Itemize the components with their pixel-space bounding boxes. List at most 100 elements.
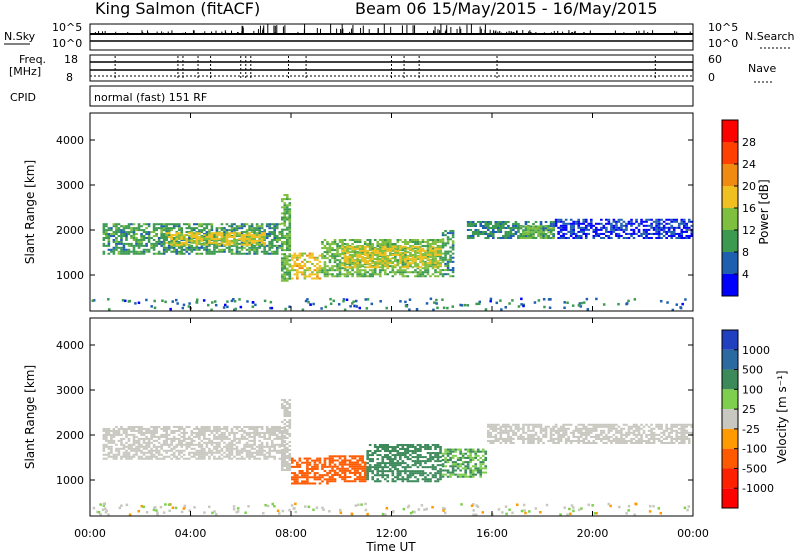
heatmap-cell	[270, 233, 274, 236]
heatmap-cell	[177, 453, 181, 456]
heatmap-cell	[436, 470, 440, 473]
heatmap-cell	[494, 427, 498, 430]
heatmap-cell	[383, 448, 387, 451]
heatmap-cell	[507, 431, 510, 434]
heatmap-cell	[434, 269, 437, 272]
heatmap-cell	[615, 220, 618, 223]
heatmap-cell	[552, 229, 555, 232]
heatmap-cell	[275, 451, 279, 454]
heatmap-cell	[406, 456, 410, 459]
heatmap-cell	[240, 457, 244, 460]
heatmap-cell	[328, 465, 332, 468]
heatmap-cell	[203, 427, 206, 430]
heatmap-cell	[502, 439, 505, 442]
heatmap-cell	[205, 243, 209, 246]
heatmap-cell	[391, 458, 395, 461]
heatmap-cell	[381, 245, 385, 248]
heatmap-cell	[396, 241, 400, 244]
heatmap-cell	[195, 231, 199, 234]
heatmap-cell	[366, 275, 369, 278]
heatmap-cell	[454, 463, 457, 466]
heatmap-cell	[167, 227, 171, 230]
heatmap-cell	[125, 242, 128, 245]
heatmap-cell	[130, 250, 133, 253]
heatmap-cell	[301, 265, 304, 268]
ground-scatter-cell	[309, 303, 312, 306]
heatmap-cell	[529, 225, 533, 228]
heatmap-cell	[549, 437, 553, 440]
heatmap-cell	[414, 241, 417, 244]
heatmap-cell	[537, 425, 540, 428]
heatmap-cell	[394, 480, 397, 483]
heatmap-cell	[564, 427, 568, 430]
heatmap-cell	[142, 250, 146, 253]
heatmap-cell	[228, 445, 231, 448]
heatmap-cell	[444, 450, 447, 453]
heatmap-cell	[243, 437, 246, 440]
heatmap-cell	[356, 247, 359, 250]
colorbar-segment	[722, 252, 738, 274]
heatmap-cell	[228, 244, 231, 247]
heatmap-cell	[150, 437, 153, 440]
heatmap-cell	[321, 269, 324, 272]
heatmap-cell	[431, 238, 435, 242]
heatmap-cell	[193, 435, 196, 438]
heatmap-cell	[464, 471, 467, 474]
heatmap-cell	[235, 229, 239, 232]
heatmap-cell	[165, 227, 168, 230]
ground-scatter-cell	[355, 305, 359, 308]
heatmap-cell	[371, 251, 374, 254]
heatmap-cell	[366, 255, 369, 259]
freq-unit: [MHz]	[9, 65, 41, 78]
heatmap-cell	[343, 243, 347, 246]
heatmap-cell	[326, 472, 329, 475]
heatmap-cell	[278, 457, 282, 460]
heatmap-cell	[426, 269, 430, 272]
heatmap-cell	[622, 220, 626, 223]
heatmap-cell	[265, 445, 269, 448]
heatmap-cell	[150, 455, 153, 458]
heatmap-cell	[378, 273, 382, 276]
heatmap-cell	[645, 232, 648, 235]
heatmap-cell	[419, 261, 422, 264]
heatmap-cell	[240, 252, 244, 255]
ground-scatter-cell	[349, 305, 352, 308]
heatmap-cell	[378, 245, 382, 248]
heatmap-cell	[137, 449, 141, 452]
heatmap-cell	[285, 196, 289, 199]
ground-scatter-cell	[563, 301, 566, 304]
heatmap-cell	[115, 433, 118, 436]
heatmap-cell	[404, 456, 407, 459]
heatmap-cell	[388, 243, 392, 246]
heatmap-cell	[285, 436, 289, 439]
heatmap-cell	[441, 256, 445, 259]
heatmap-cell	[265, 236, 269, 239]
heatmap-cell	[283, 204, 287, 207]
heatmap-cell	[486, 433, 490, 436]
heatmap-cell	[110, 441, 113, 444]
heatmap-cell	[549, 229, 553, 232]
heatmap-cell	[185, 243, 189, 246]
heatmap-cell	[492, 234, 495, 237]
heatmap-cell	[527, 427, 530, 430]
heatmap-cell	[208, 451, 211, 454]
heatmap-cell	[454, 461, 457, 464]
heatmap-cell	[245, 441, 249, 444]
heatmap-cell	[459, 469, 462, 472]
heatmap-cell	[112, 252, 116, 255]
heatmap-cell	[411, 443, 415, 447]
heatmap-cell	[419, 251, 422, 254]
heatmap-cell	[275, 225, 279, 228]
heatmap-cell	[115, 449, 118, 452]
heatmap-cell	[258, 243, 261, 246]
heatmap-cell	[426, 466, 430, 469]
heatmap-cell	[333, 259, 337, 262]
velocity-panel-bg	[90, 318, 693, 516]
heatmap-cell	[238, 441, 241, 444]
heatmap-cell	[175, 241, 179, 244]
heatmap-cell	[135, 240, 138, 243]
heatmap-cell	[343, 273, 347, 276]
heatmap-cell	[527, 435, 530, 438]
heatmap-cell	[102, 443, 106, 446]
heatmap-cell	[198, 445, 201, 448]
